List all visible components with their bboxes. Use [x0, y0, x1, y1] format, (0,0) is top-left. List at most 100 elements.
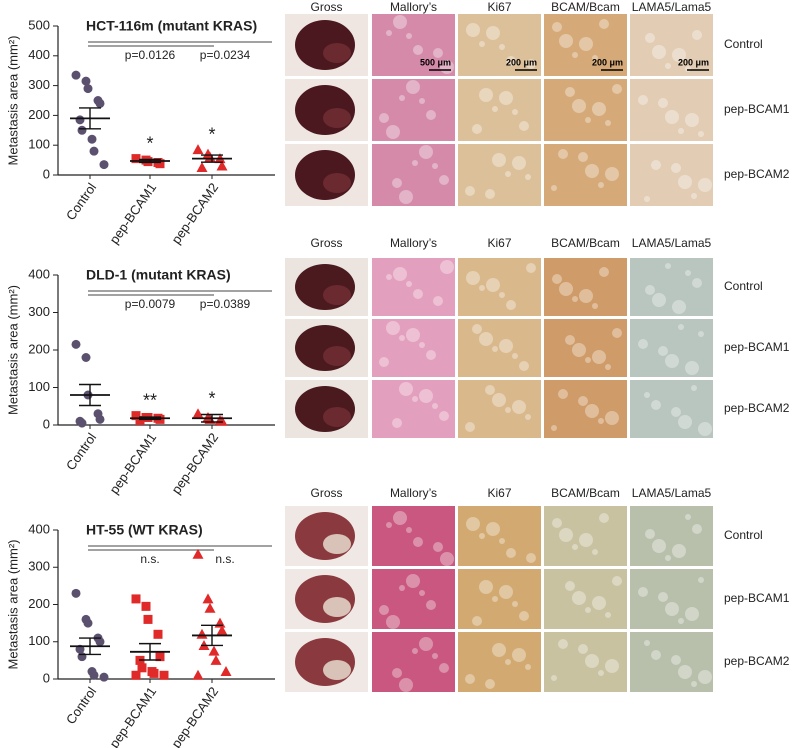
x-tick-label: pep-BCAM1 [106, 684, 159, 748]
data-point [95, 637, 105, 647]
significance-star: ** [143, 390, 157, 410]
tissue-texture [439, 175, 449, 185]
chart-title: HT-55 (WT KRAS) [86, 522, 203, 538]
data-point [77, 652, 87, 662]
tissue-texture [558, 389, 568, 399]
tissue-texture [519, 361, 529, 371]
tissue-texture [592, 102, 606, 116]
tissue-texture [525, 664, 531, 670]
tissue-texture [393, 267, 407, 281]
tissue-texture [485, 385, 495, 395]
tissue-texture [552, 274, 562, 284]
tissue-image [372, 79, 455, 141]
tissue-texture [665, 602, 679, 616]
comparison-label: p=0.0079 [125, 297, 176, 311]
column-header: Gross [310, 0, 342, 14]
column-header: Mallory’s [390, 0, 437, 14]
tissue-texture [525, 414, 531, 420]
tissue-texture [379, 357, 389, 367]
liver-specimen [295, 512, 355, 560]
tissue-texture [558, 149, 568, 159]
tissue-texture [585, 117, 591, 123]
tissue-texture [665, 63, 671, 69]
y-tick-label: 400 [28, 266, 50, 281]
tissue-image [630, 569, 713, 629]
tissue-texture [612, 576, 622, 586]
tissue-texture [671, 655, 681, 665]
tissue-texture [413, 289, 423, 299]
tissue-image [372, 258, 455, 316]
y-tick-label: 0 [43, 416, 50, 431]
tissue-texture [651, 160, 661, 170]
data-point [89, 146, 99, 156]
tissue-texture [658, 592, 668, 602]
row-label: pep-BCAM2 [724, 167, 790, 181]
tissue-image [458, 79, 541, 141]
tissue-texture [612, 328, 622, 338]
tissue-texture [599, 19, 609, 29]
tissue-texture [638, 339, 648, 349]
tissue-image [630, 319, 713, 377]
y-tick-label: 200 [28, 341, 50, 356]
tissue-image [458, 14, 541, 76]
tissue-texture [651, 650, 661, 660]
tissue-texture [552, 22, 562, 32]
data-point [87, 134, 97, 144]
tissue-texture [399, 382, 413, 396]
tissue-texture [419, 145, 433, 159]
tissue-texture [406, 328, 420, 342]
x-tick-label: pep-BCAM1 [106, 430, 159, 497]
tissue-texture [486, 278, 500, 292]
tissue-texture [652, 45, 666, 59]
tissue-texture [519, 611, 529, 621]
tissue-texture [472, 124, 482, 134]
tissue-texture [592, 350, 606, 364]
tissue-texture [512, 353, 518, 359]
tissue-texture [492, 393, 506, 407]
data-point [131, 594, 141, 604]
tissue-texture [565, 87, 575, 97]
data-point [196, 628, 208, 639]
data-point [159, 670, 169, 680]
tissue-image [544, 380, 627, 438]
y-tick-label: 100 [28, 633, 50, 648]
tissue-texture [644, 196, 650, 202]
tissue-texture [519, 121, 529, 131]
tissue-texture [399, 335, 405, 341]
tissue-texture [685, 113, 699, 127]
tissue-texture [506, 300, 516, 310]
y-tick-label: 300 [28, 77, 50, 92]
tissue-texture [658, 98, 668, 108]
tissue-texture [665, 263, 671, 269]
x-tick-label: Control [63, 430, 99, 473]
tissue-image [458, 380, 541, 438]
data-point [216, 160, 228, 171]
tissue-texture [406, 33, 412, 39]
tissue-texture [551, 185, 557, 191]
tissue-texture [598, 182, 604, 188]
tissue-texture [671, 163, 681, 173]
data-point [216, 415, 228, 426]
tissue-image [544, 14, 627, 76]
tissue-image [372, 632, 455, 692]
tissue-texture [672, 544, 686, 558]
tissue-texture [492, 643, 506, 657]
data-point [143, 614, 153, 624]
tissue-texture [406, 80, 420, 94]
data-point [204, 602, 216, 613]
tissue-texture [671, 407, 681, 417]
tissue-texture [412, 160, 418, 166]
y-tick-label: 200 [28, 596, 50, 611]
tissue-texture [592, 55, 598, 61]
data-point [214, 617, 226, 628]
column-header: LAMA5/Lama5 [632, 236, 712, 250]
tissue-texture [644, 640, 650, 646]
tissue-texture [465, 186, 475, 196]
tissue-texture [658, 346, 668, 356]
comparison-label: p=0.0126 [125, 48, 176, 62]
tissue-texture [652, 293, 666, 307]
tissue-texture [499, 292, 505, 298]
tissue-texture [412, 396, 418, 402]
tissue-texture [685, 270, 691, 276]
comparison-label: n.s. [215, 552, 234, 566]
